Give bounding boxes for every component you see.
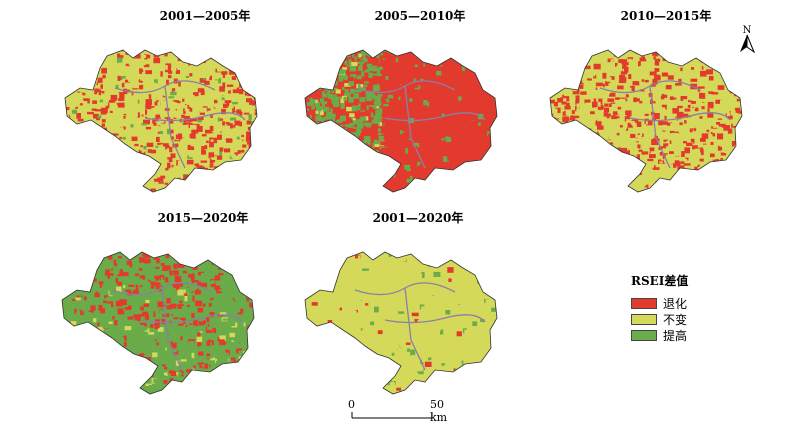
legend-swatch-unchanged [631,313,657,325]
panel-title-5: 2001—2020年 [372,211,464,225]
legend-label-unchanged: 不变 [663,312,688,327]
map-panel-1 [64,49,258,193]
panel-title-2: 2005—2010年 [374,9,466,23]
legend-title: RSEI差值 [631,274,689,288]
panel-title-4: 2015—2020年 [157,211,249,225]
map-panel-3 [549,49,743,193]
map-panel-4 [61,251,255,395]
legend-item-improved: 提高 [631,327,688,343]
map-panel-5 [304,251,498,395]
legend-item-degraded: 退化 [631,295,688,311]
scale-start-label: 0 [348,398,355,411]
legend-swatch-improved [631,329,657,341]
legend: RSEI差值 退化 不变 提高 [631,272,688,343]
north-label: N [743,25,752,36]
panel-title-3: 2010—2015年 [620,9,712,23]
legend-label-degraded: 退化 [663,296,688,311]
legend-swatch-degraded [631,297,657,309]
scale-end-label: 50 km [430,398,448,424]
north-arrow-icon: N [736,24,758,54]
panel-title-1: 2001—2005年 [159,9,251,23]
map-panel-2 [304,49,498,193]
scale-bar: 0 50 km [348,398,447,428]
legend-item-unchanged: 不变 [631,311,688,327]
legend-label-improved: 提高 [663,328,688,343]
